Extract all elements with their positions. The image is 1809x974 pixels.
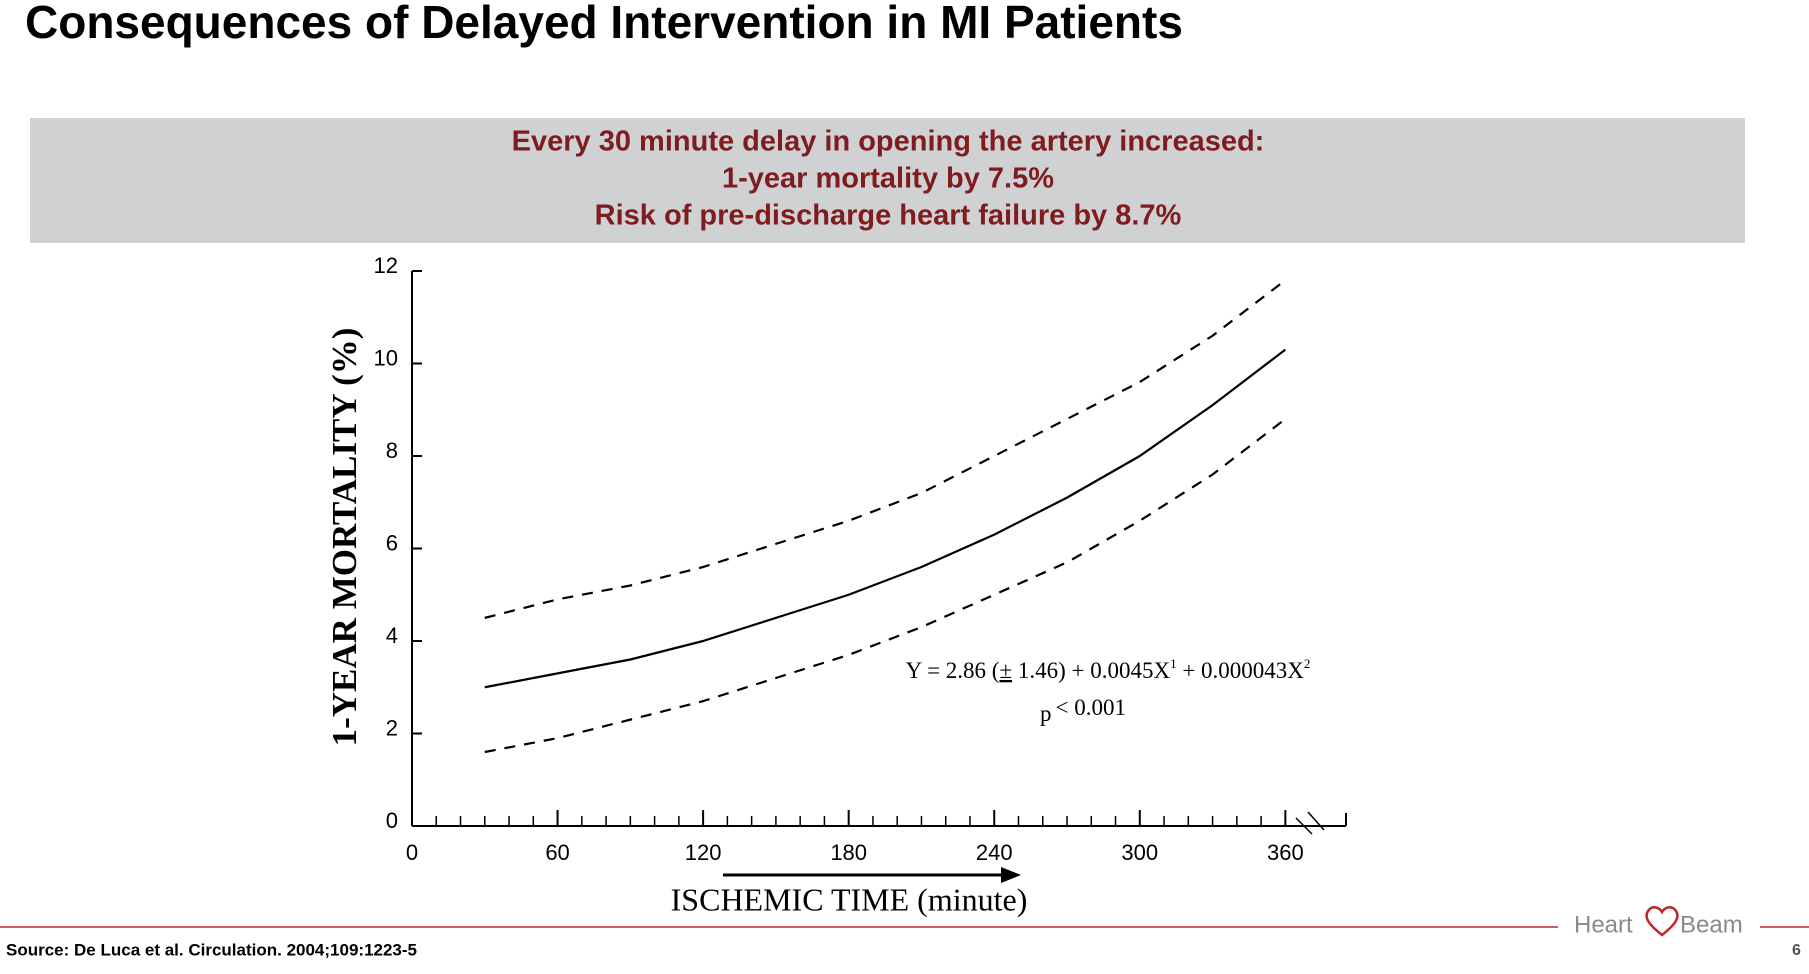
y-tick-label: 12	[374, 253, 398, 278]
slide-title: Consequences of Delayed Intervention in …	[25, 0, 1183, 48]
x-tick-label: 120	[685, 840, 722, 865]
equation-part: 2	[1304, 656, 1311, 671]
equation-part: + 0.000043X	[1177, 658, 1305, 683]
y-tick-label: 8	[386, 438, 398, 463]
x-tick-label: 180	[830, 840, 867, 865]
banner-line: 1-year mortality by 7.5%	[722, 163, 1054, 195]
equation-part: Y = 2.86 (	[906, 658, 1000, 683]
x-axis-label: ISCHEMIC TIME (minute)	[671, 881, 1028, 917]
axis-break	[1295, 817, 1313, 835]
y-tick-label: 2	[386, 715, 398, 740]
y-tick-label: 4	[386, 623, 398, 648]
x-tick-label: 360	[1267, 840, 1304, 865]
equation-part: ±	[999, 658, 1012, 683]
logo-heart	[1645, 906, 1679, 937]
banner-line: Every 30 minute delay in opening the art…	[512, 126, 1265, 158]
p-value-part: < 0.001	[1056, 695, 1126, 720]
y-axis-label: 1-YEAR MORTALITY (%)	[325, 328, 364, 747]
series-line	[484, 348, 1287, 689]
series-line	[484, 418, 1287, 754]
x-tick-label: 0	[406, 840, 418, 865]
banner	[30, 118, 1745, 243]
x-tick-label: 60	[545, 840, 569, 865]
equation-part: 1.46) + 0.0045X	[1012, 658, 1170, 683]
logo-text: Beam	[1680, 911, 1743, 938]
logo-text: Heart	[1574, 911, 1633, 938]
axis-break	[1307, 811, 1325, 831]
source: Source: De Luca et al. Circulation. 2004…	[6, 940, 417, 959]
equation-part: 1	[1170, 656, 1177, 671]
x-tick-label: 300	[1121, 840, 1158, 865]
time-arrow-head	[1001, 867, 1021, 883]
equation: Y = 2.86 (± 1.46) + 0.0045X1 + 0.000043X…	[906, 656, 1311, 683]
p-value: p < 0.001	[1040, 695, 1126, 726]
y-tick-label: 0	[386, 808, 398, 833]
series-line	[484, 279, 1287, 619]
y-tick-label: 6	[386, 530, 398, 555]
y-tick-label: 10	[374, 345, 398, 370]
banner-line: Risk of pre-discharge heart failure by 8…	[595, 200, 1182, 232]
x-tick-label: 240	[976, 840, 1013, 865]
p-value-part: p	[1040, 701, 1052, 726]
page-number: 6	[1792, 942, 1801, 959]
